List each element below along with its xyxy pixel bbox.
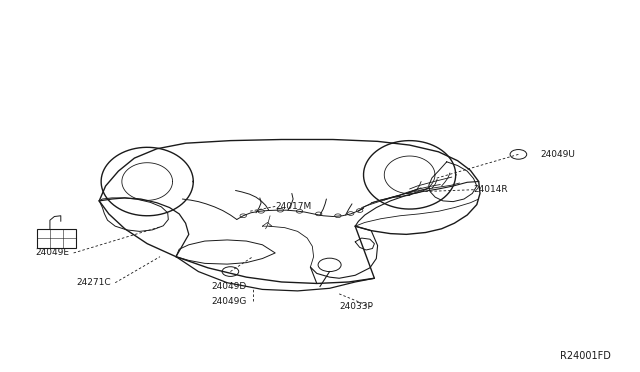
Bar	[37, 229, 76, 248]
Text: 24049E: 24049E	[35, 248, 69, 257]
Text: 24049D: 24049D	[211, 282, 246, 291]
Text: 24033P: 24033P	[339, 302, 373, 311]
Text: 24017M: 24017M	[275, 202, 312, 211]
Text: 24271C: 24271C	[77, 278, 111, 287]
Text: 24014R: 24014R	[474, 185, 508, 194]
Text: R24001FD: R24001FD	[561, 351, 611, 361]
Text: 24049G: 24049G	[211, 297, 246, 306]
Text: 24049U: 24049U	[541, 150, 575, 159]
